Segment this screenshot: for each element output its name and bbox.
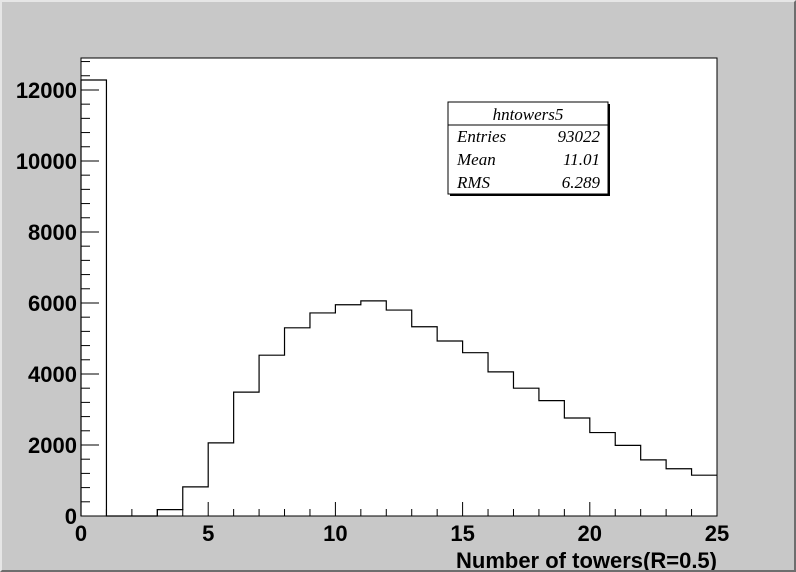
- stats-box-title: hntowers5: [493, 105, 564, 124]
- y-tick-label: 12000: [16, 78, 77, 103]
- histogram-layer: [80, 79, 717, 517]
- y-tick-label: 2000: [28, 433, 77, 458]
- tick-labels-layer: 0 5 10 15 20 25 0 2000 4000 6000 8000 10000 12000: [16, 78, 729, 546]
- y-tick-label: 10000: [16, 149, 77, 174]
- plot-area: [81, 58, 717, 516]
- stats-rms-label: RMS: [456, 173, 491, 192]
- stats-rms-value: 6.289: [562, 173, 601, 192]
- x-tick-label: 0: [75, 521, 87, 546]
- stats-mean-value: 11.01: [563, 150, 600, 169]
- x-axis-title: Number of towers(R=0.5): [456, 548, 717, 570]
- stats-entries-label: Entries: [456, 127, 506, 146]
- stats-box-frame: [447, 101, 609, 195]
- y-tick-label: 0: [65, 504, 77, 529]
- y-tick-label: 4000: [28, 362, 77, 387]
- stats-box: hntowers5 Entries 93022 Mean 11.01 RMS 6…: [447, 101, 610, 196]
- x-tick-label: 15: [450, 521, 474, 546]
- x-tick-label: 20: [578, 521, 602, 546]
- y-tick-label: 6000: [28, 291, 77, 316]
- axes-layer: [80, 57, 718, 517]
- y-tick-label: 8000: [28, 220, 77, 245]
- x-tick-label: 10: [323, 521, 347, 546]
- x-tick-label: 25: [705, 521, 729, 546]
- x-tick-label: 5: [202, 521, 214, 546]
- histogram-outline: [80, 79, 717, 517]
- plot-frame: [80, 57, 718, 517]
- stats-mean-label: Mean: [456, 150, 496, 169]
- stats-entries-value: 93022: [558, 127, 601, 146]
